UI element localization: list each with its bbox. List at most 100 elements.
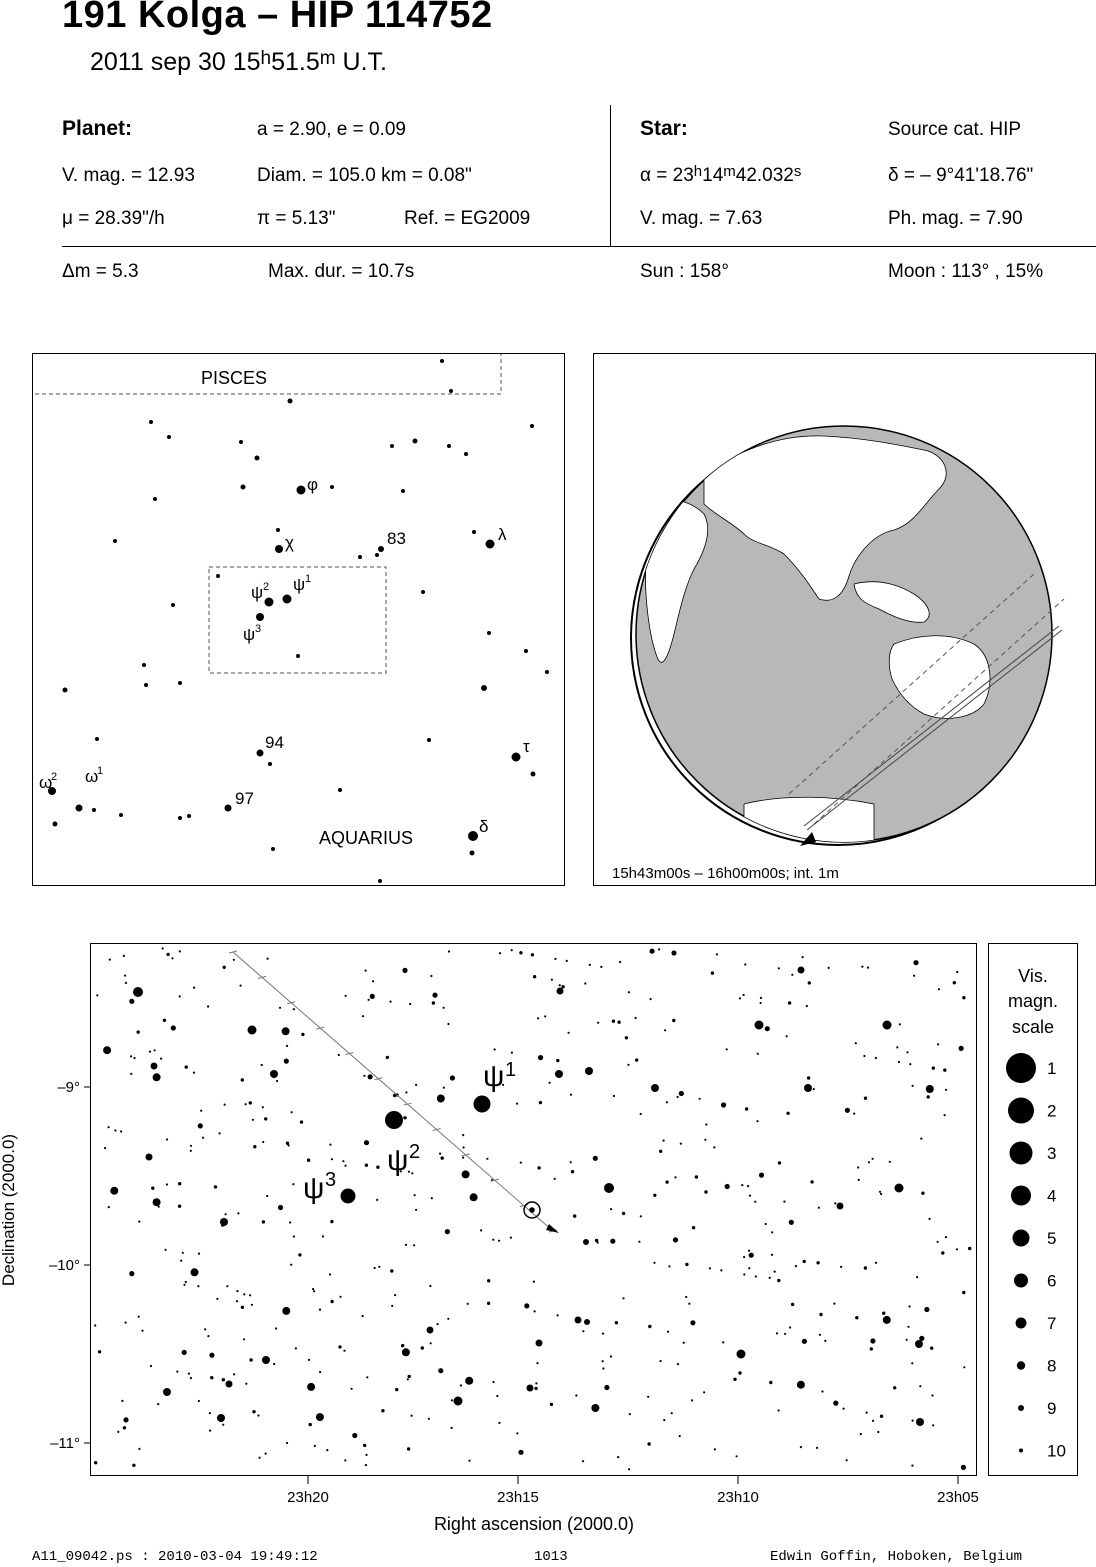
field-star	[754, 1275, 757, 1278]
label-phi: φ	[307, 475, 318, 494]
field-star	[361, 1315, 364, 1318]
field-star	[264, 1452, 267, 1455]
field-star	[674, 1176, 677, 1179]
field-star	[962, 996, 966, 1000]
field-star	[715, 953, 719, 956]
field-star	[312, 1287, 315, 1291]
field-star	[704, 1190, 708, 1194]
field-star	[207, 1335, 210, 1338]
finder-star	[401, 489, 405, 493]
planet-parallax: π = 5.13"	[257, 208, 336, 229]
bright-star	[583, 1239, 589, 1245]
field-star	[744, 963, 747, 966]
finder-star	[524, 649, 528, 653]
field-star	[777, 967, 780, 970]
field-star	[538, 1100, 543, 1105]
track-tick	[374, 1077, 383, 1081]
field-star	[122, 954, 125, 957]
field-star	[570, 1170, 575, 1174]
field-star	[845, 1459, 848, 1462]
field-star	[462, 1156, 465, 1159]
field-star	[244, 1103, 247, 1106]
field-star	[601, 1360, 604, 1363]
occulted-star	[529, 1207, 535, 1213]
field-star	[376, 1198, 379, 1201]
label-tau: τ	[523, 737, 530, 756]
psi1-sup: 1	[505, 1059, 516, 1081]
field-star	[764, 1222, 767, 1226]
field-star	[319, 1371, 322, 1374]
finder-star	[95, 737, 99, 741]
field-star	[237, 1212, 240, 1215]
field-star	[759, 1001, 762, 1005]
field-star	[283, 1058, 289, 1064]
field-star	[619, 960, 622, 964]
label-omega2: ω	[39, 773, 52, 792]
field-star	[544, 1015, 547, 1018]
field-star	[407, 1374, 411, 1379]
field-star	[879, 1414, 884, 1418]
field-star	[330, 1299, 334, 1304]
legend-dot	[1014, 1273, 1028, 1288]
field-star	[409, 1002, 412, 1006]
field-star	[592, 1155, 598, 1161]
finder-star	[468, 831, 478, 841]
field-star	[329, 1143, 332, 1146]
field-star	[462, 1146, 465, 1149]
field-star	[710, 971, 715, 975]
field-star	[535, 1382, 538, 1385]
field-star	[436, 1094, 445, 1103]
field-star	[878, 1190, 882, 1193]
label-delta: δ	[479, 817, 488, 836]
field-star	[235, 1300, 239, 1303]
field-star	[785, 1035, 788, 1038]
field-star	[258, 1456, 261, 1459]
planet-vmag: V. mag. = 12.93	[62, 165, 195, 186]
field-star	[439, 1152, 442, 1155]
constellation-pisces: PISCES	[201, 368, 267, 388]
finder-star	[282, 594, 292, 604]
field-star	[816, 1446, 819, 1449]
constellation-aquarius: AQUARIUS	[319, 828, 413, 848]
field-star	[708, 1267, 712, 1270]
finder-star	[449, 389, 453, 393]
field-star	[807, 981, 811, 985]
field-star	[855, 1316, 859, 1320]
label-psi1: ψ	[293, 575, 305, 594]
finder-star	[472, 530, 476, 534]
finder-star	[240, 484, 246, 490]
field-star	[465, 1376, 474, 1385]
field-star	[518, 1449, 524, 1455]
field-star	[614, 1321, 619, 1325]
field-star	[120, 1130, 123, 1133]
field-star	[744, 1107, 749, 1111]
field-star	[461, 1170, 470, 1179]
field-star	[882, 1311, 886, 1315]
bright-star	[453, 1396, 463, 1406]
field-star	[170, 1025, 176, 1031]
field-star	[943, 1068, 947, 1072]
field-star	[373, 1266, 376, 1270]
legend-label: 1	[1047, 1059, 1056, 1078]
field-star	[960, 1464, 967, 1470]
field-star	[124, 974, 127, 977]
field-star	[704, 1138, 707, 1141]
ytick-11: –11°	[50, 1435, 80, 1452]
field-star	[582, 1330, 585, 1333]
field-star	[550, 978, 553, 981]
field-star	[226, 1285, 229, 1288]
label-psi2: ψ	[251, 583, 263, 602]
field-star	[486, 1157, 489, 1160]
field-star	[104, 1147, 107, 1150]
finder-star	[216, 574, 220, 578]
field-star	[756, 1052, 759, 1055]
legend-label: 6	[1047, 1272, 1056, 1291]
label-chi: χ	[285, 533, 294, 552]
psi3-sup: 3	[325, 1169, 336, 1191]
field-star	[537, 1166, 541, 1170]
field-star	[200, 1109, 203, 1112]
field-star	[243, 1293, 246, 1296]
planet-reference: Ref. = EG2009	[404, 208, 531, 229]
bright-star	[651, 1084, 659, 1092]
field-star	[197, 1123, 203, 1129]
